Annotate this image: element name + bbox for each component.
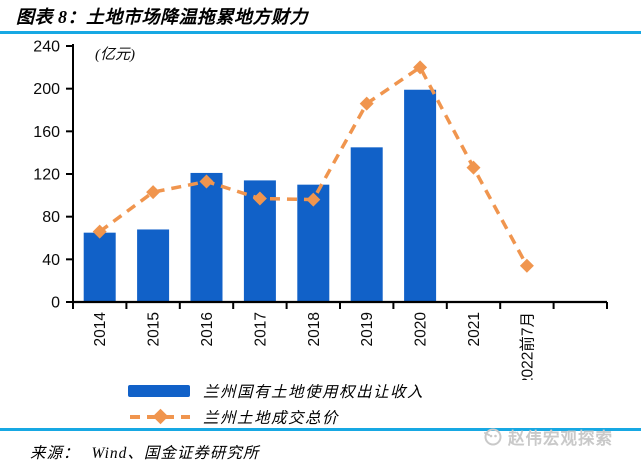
line-marker [92, 224, 107, 239]
bar [404, 89, 437, 302]
watermark: 赵伟宏观探索 [481, 425, 613, 449]
line-series-swatch [130, 408, 190, 425]
y-axis-tick-label: 0 [51, 295, 60, 312]
y-axis-tick-label: 120 [33, 167, 60, 184]
line-marker [306, 192, 321, 207]
y-axis-tick-label: 200 [33, 81, 60, 98]
line-marker [252, 191, 267, 206]
bar-series-swatch [128, 385, 190, 397]
line-marker [413, 60, 428, 75]
legend-item-bar-series: 兰州国有土地使用权出让收入 [128, 380, 424, 402]
bar [83, 232, 116, 302]
y-axis-unit-label: (亿元) [95, 46, 135, 63]
line-series-label: 兰州土地成交总价 [203, 410, 340, 427]
x-axis-category-label: 2020 [413, 312, 430, 347]
y-axis-tick-label: 80 [42, 209, 60, 226]
source-label: 来源： [30, 445, 80, 462]
title-divider-line [0, 31, 641, 34]
line-marker [359, 96, 374, 111]
y-axis-tick-label: 40 [42, 252, 60, 269]
x-axis-category-label: 2017 [252, 312, 269, 346]
smiley-face-icon [484, 428, 502, 446]
x-axis-category-label: 2015 [146, 312, 163, 346]
bar [137, 229, 170, 302]
line-marker [199, 174, 214, 189]
source-line: 来源： Wind、国金证券研究所 [30, 441, 259, 463]
watermark-text: 赵伟宏观探索 [508, 430, 613, 448]
x-axis-category-label: 2022前7月 [518, 312, 536, 380]
line-marker [466, 160, 481, 175]
y-axis-tick-label: 160 [33, 124, 60, 141]
y-axis-tick-label: 240 [33, 39, 60, 56]
x-axis-category-label: 2014 [92, 312, 109, 347]
chart-title: 图表 8：土地市场降温拖累地方财力 [16, 7, 308, 27]
diamond-marker-icon [152, 408, 169, 425]
x-axis-category-label: 2019 [359, 312, 376, 346]
bar [190, 172, 223, 302]
x-axis-category-label: 2016 [199, 312, 216, 346]
line-marker [519, 258, 534, 273]
x-axis-category-label: 2021 [466, 312, 483, 346]
legend-item-line-series: 兰州土地成交总价 [130, 406, 339, 428]
chart: 0 40 80 120 160 200 240 2014 2015 2016 2017 2018 201… [33, 39, 608, 380]
line-marker [146, 185, 161, 200]
x-axis-category-label: 2018 [306, 312, 323, 346]
footer-divider-line [0, 428, 641, 431]
bar-series-label: 兰州国有土地使用权出让收入 [203, 384, 425, 401]
source-text: Wind、国金证券研究所 [91, 445, 260, 462]
bar [350, 147, 383, 302]
